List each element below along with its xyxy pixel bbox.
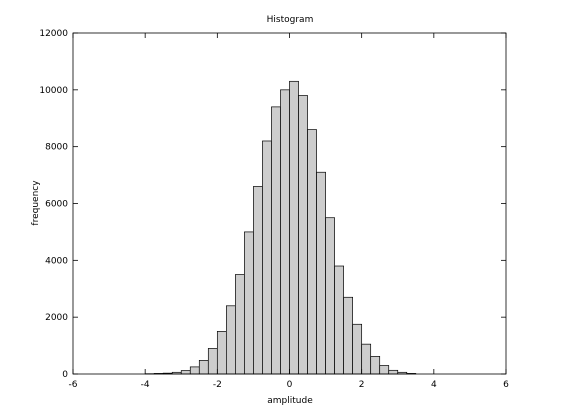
- histogram-bar-23: [352, 323, 363, 375]
- histogram-bar-15: [280, 89, 290, 375]
- histogram-bar-11: [244, 231, 254, 375]
- x-tick-label-6: 6: [503, 380, 509, 390]
- histogram-bar-26: [379, 365, 390, 375]
- histogram-bar-14: [271, 106, 281, 375]
- histogram-bar-4: [180, 370, 191, 375]
- histogram-bar-24: [361, 343, 372, 375]
- histogram-bar-7: [207, 348, 218, 375]
- x-tick-label-2: -2: [213, 380, 222, 390]
- y-tick-label-4: 8000: [45, 143, 68, 153]
- histogram-bar-9: [226, 305, 236, 375]
- histogram-bar-13: [262, 140, 272, 375]
- histogram-bar-12: [253, 186, 263, 375]
- y-axis-label: frequency: [31, 180, 41, 226]
- y-tick-label-5: 10000: [39, 86, 68, 96]
- y-tick-label-6: 12000: [39, 29, 68, 39]
- y-tick-label-2: 4000: [45, 256, 68, 266]
- y-tick-label-0: 0: [62, 370, 68, 380]
- histogram-bar-19: [316, 171, 326, 375]
- x-tick-label-4: 2: [359, 380, 365, 390]
- histogram-bar-21: [334, 265, 344, 375]
- histogram-bar-18: [307, 129, 317, 375]
- histogram-bar-8: [216, 331, 227, 375]
- x-tick-label-0: -6: [69, 380, 78, 390]
- y-tick-label-3: 6000: [45, 200, 68, 210]
- histogram-bar-27: [388, 369, 399, 375]
- bars-group: [144, 80, 417, 375]
- histogram-bar-22: [343, 296, 354, 375]
- histogram-bar-17: [298, 95, 308, 375]
- histogram-bar-16: [289, 80, 299, 375]
- x-axis-ticks: -6 -4 -2 0 2 4 6: [69, 33, 509, 390]
- histogram-bar-6: [198, 360, 209, 375]
- y-axis-ticks: 0 2000 4000 6000 8000 10000 12000: [39, 29, 506, 380]
- x-tick-label-5: 4: [431, 380, 437, 390]
- x-axis-label: amplitude: [267, 396, 313, 406]
- chart-title: Histogram: [267, 15, 314, 25]
- histogram-bar-10: [235, 274, 245, 375]
- x-tick-label-1: -4: [141, 380, 150, 390]
- histogram-bar-25: [370, 356, 381, 375]
- histogram-bar-5: [189, 366, 200, 375]
- histogram-bar-20: [325, 217, 335, 375]
- x-tick-label-3: 0: [287, 380, 293, 390]
- y-tick-label-1: 2000: [45, 313, 68, 323]
